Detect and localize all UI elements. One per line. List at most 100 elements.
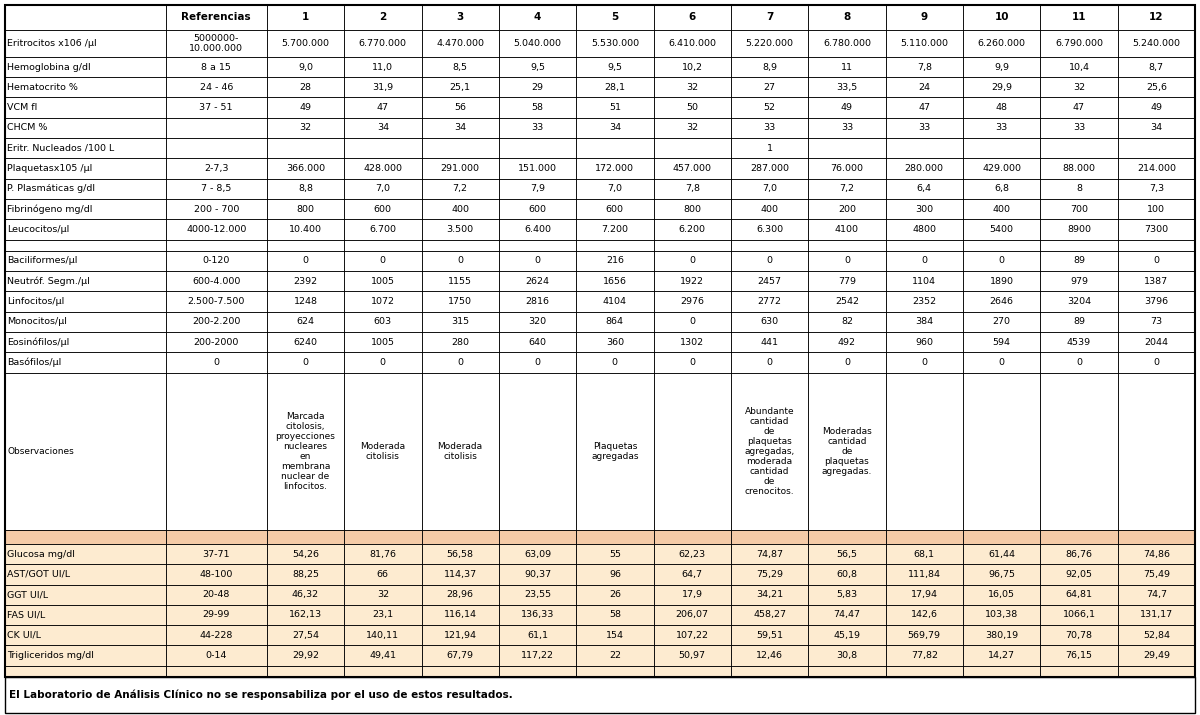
Bar bbox=[809, 97, 886, 118]
Bar bbox=[499, 373, 576, 531]
Text: 24: 24 bbox=[918, 83, 930, 92]
Text: 9,5: 9,5 bbox=[530, 62, 545, 72]
Text: 0-120: 0-120 bbox=[203, 257, 230, 265]
Bar bbox=[499, 97, 576, 118]
Bar bbox=[499, 251, 576, 271]
Bar bbox=[576, 240, 654, 251]
Text: 2772: 2772 bbox=[757, 297, 781, 306]
Bar bbox=[1040, 179, 1117, 199]
Bar bbox=[5, 179, 166, 199]
Bar bbox=[576, 30, 654, 57]
Bar bbox=[886, 138, 962, 158]
Bar bbox=[654, 292, 731, 312]
Bar bbox=[266, 158, 344, 179]
Bar bbox=[1117, 531, 1195, 544]
Text: 60,8: 60,8 bbox=[836, 570, 858, 579]
Bar bbox=[421, 179, 499, 199]
Text: 280.000: 280.000 bbox=[905, 164, 943, 173]
Bar bbox=[654, 531, 731, 544]
Text: 1072: 1072 bbox=[371, 297, 395, 306]
Bar bbox=[576, 332, 654, 352]
Text: 4104: 4104 bbox=[602, 297, 626, 306]
Bar bbox=[962, 352, 1040, 373]
Bar bbox=[1040, 220, 1117, 240]
Bar bbox=[5, 605, 166, 625]
Bar bbox=[731, 352, 809, 373]
Bar bbox=[166, 666, 266, 677]
Bar bbox=[576, 292, 654, 312]
Text: 76.000: 76.000 bbox=[830, 164, 864, 173]
Bar bbox=[499, 312, 576, 332]
Bar bbox=[344, 605, 421, 625]
Bar bbox=[1117, 251, 1195, 271]
Bar bbox=[809, 292, 886, 312]
Bar bbox=[166, 544, 266, 564]
Bar bbox=[1040, 199, 1117, 220]
Bar bbox=[166, 97, 266, 118]
Text: 200 - 700: 200 - 700 bbox=[193, 204, 239, 214]
Text: 1922: 1922 bbox=[680, 277, 704, 286]
Bar bbox=[576, 646, 654, 666]
Bar bbox=[962, 138, 1040, 158]
Bar bbox=[809, 646, 886, 666]
Bar bbox=[344, 179, 421, 199]
Text: 624: 624 bbox=[296, 317, 314, 326]
Bar bbox=[1117, 30, 1195, 57]
Bar bbox=[1040, 57, 1117, 77]
Bar bbox=[166, 625, 266, 646]
Text: 4.470.000: 4.470.000 bbox=[436, 39, 484, 48]
Text: 56,5: 56,5 bbox=[836, 550, 858, 558]
Bar bbox=[499, 179, 576, 199]
Text: VCM fl: VCM fl bbox=[7, 103, 37, 112]
Bar bbox=[576, 220, 654, 240]
Bar bbox=[499, 118, 576, 138]
Text: 3796: 3796 bbox=[1145, 297, 1169, 306]
Bar bbox=[962, 5, 1040, 30]
Bar bbox=[962, 531, 1040, 544]
Bar bbox=[731, 30, 809, 57]
Bar bbox=[886, 585, 962, 605]
Text: 1248: 1248 bbox=[294, 297, 318, 306]
Text: 6.780.000: 6.780.000 bbox=[823, 39, 871, 48]
Bar bbox=[809, 544, 886, 564]
Bar bbox=[731, 57, 809, 77]
Bar bbox=[266, 220, 344, 240]
Bar bbox=[576, 271, 654, 292]
Text: 800: 800 bbox=[296, 204, 314, 214]
Bar bbox=[1117, 57, 1195, 77]
Text: 61,44: 61,44 bbox=[988, 550, 1015, 558]
Text: 34: 34 bbox=[1151, 124, 1163, 132]
Bar bbox=[731, 312, 809, 332]
Bar bbox=[5, 585, 166, 605]
Bar bbox=[1040, 5, 1117, 30]
Bar bbox=[886, 179, 962, 199]
Bar bbox=[499, 646, 576, 666]
Text: 864: 864 bbox=[606, 317, 624, 326]
Text: 0: 0 bbox=[214, 358, 220, 367]
Bar bbox=[1117, 220, 1195, 240]
Text: 33: 33 bbox=[996, 124, 1008, 132]
Bar bbox=[809, 605, 886, 625]
Bar bbox=[1117, 118, 1195, 138]
Bar bbox=[344, 30, 421, 57]
Bar bbox=[5, 646, 166, 666]
Bar bbox=[1117, 57, 1195, 77]
Bar bbox=[5, 179, 166, 199]
Text: 2-7,3: 2-7,3 bbox=[204, 164, 228, 173]
Text: 457.000: 457.000 bbox=[673, 164, 712, 173]
Text: 32: 32 bbox=[1073, 83, 1085, 92]
Bar bbox=[886, 585, 962, 605]
Bar bbox=[962, 77, 1040, 97]
Text: 0: 0 bbox=[457, 257, 463, 265]
Bar bbox=[266, 352, 344, 373]
Text: 31,9: 31,9 bbox=[372, 83, 394, 92]
Text: 2: 2 bbox=[379, 12, 386, 22]
Bar bbox=[344, 646, 421, 666]
Bar bbox=[1040, 646, 1117, 666]
Bar bbox=[576, 585, 654, 605]
Bar bbox=[731, 564, 809, 585]
Text: 6.700: 6.700 bbox=[370, 225, 396, 234]
Bar bbox=[886, 5, 962, 30]
Bar bbox=[344, 585, 421, 605]
Bar bbox=[886, 352, 962, 373]
